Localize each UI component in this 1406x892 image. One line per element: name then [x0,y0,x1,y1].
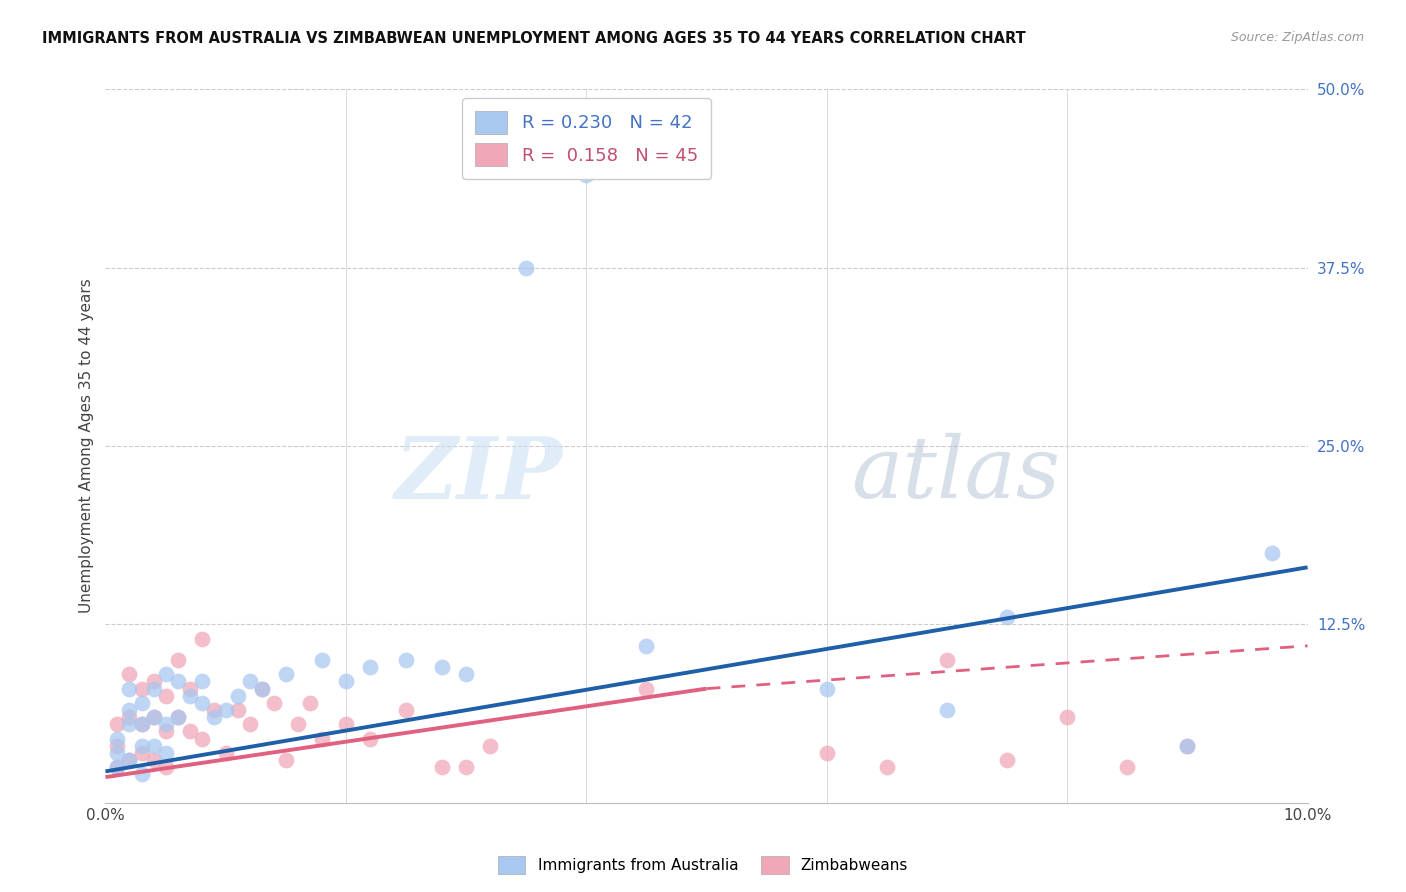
Point [454,760,477,774]
Point [118,667,141,681]
Point [118,753,141,767]
Point [155,760,177,774]
Point [202,703,225,717]
Point [214,703,236,717]
Point [142,681,165,696]
Point [202,710,225,724]
Point [936,703,959,717]
Point [131,717,153,731]
Point [815,746,838,760]
Point [359,731,381,746]
Point [142,739,165,753]
Point [263,696,285,710]
Point [214,746,236,760]
Point [118,710,141,724]
Text: Source: ZipAtlas.com: Source: ZipAtlas.com [1230,31,1364,45]
Y-axis label: Unemployment Among Ages 35 to 44 years: Unemployment Among Ages 35 to 44 years [79,278,94,614]
Point [142,710,165,724]
Point [274,753,297,767]
Point [155,689,177,703]
Point [107,760,129,774]
Point [166,653,188,667]
Point [107,731,129,746]
Point [155,667,177,681]
Legend: R = 0.230   N = 42, R =  0.158   N = 45: R = 0.230 N = 42, R = 0.158 N = 45 [463,98,710,179]
Point [107,739,129,753]
Point [131,767,153,781]
Point [395,653,418,667]
Point [118,681,141,696]
Point [636,681,658,696]
Point [815,681,838,696]
Point [142,674,165,689]
Point [239,717,262,731]
Point [298,696,321,710]
Point [118,753,141,767]
Point [636,639,658,653]
Point [287,717,309,731]
Point [190,731,212,746]
Point [995,610,1018,624]
Point [118,717,141,731]
Point [155,724,177,739]
Point [155,717,177,731]
Point [359,660,381,674]
Text: atlas: atlas [851,434,1060,516]
Point [515,260,537,275]
Point [131,696,153,710]
Point [226,689,249,703]
Point [131,681,153,696]
Point [190,674,212,689]
Point [166,674,188,689]
Point [1175,739,1198,753]
Point [430,760,453,774]
Point [118,703,141,717]
Point [395,703,418,717]
Point [995,753,1018,767]
Point [250,681,273,696]
Point [1116,760,1139,774]
Point [155,746,177,760]
Point [250,681,273,696]
Point [335,674,357,689]
Point [166,710,188,724]
Point [179,724,201,739]
Point [1056,710,1078,724]
Point [274,667,297,681]
Point [876,760,898,774]
Point [226,703,249,717]
Point [311,731,333,746]
Point [190,696,212,710]
Point [1175,739,1198,753]
Text: ZIP: ZIP [395,433,562,516]
Point [1260,546,1282,560]
Point [131,717,153,731]
Point [142,753,165,767]
Point [142,710,165,724]
Point [430,660,453,674]
Point [311,653,333,667]
Point [107,746,129,760]
Point [190,632,212,646]
Point [166,710,188,724]
Point [936,653,959,667]
Point [335,717,357,731]
Point [179,689,201,703]
Point [454,667,477,681]
Point [131,746,153,760]
Point [107,717,129,731]
Legend: Immigrants from Australia, Zimbabweans: Immigrants from Australia, Zimbabweans [492,850,914,880]
Point [239,674,262,689]
Point [575,168,598,182]
Point [479,739,502,753]
Text: IMMIGRANTS FROM AUSTRALIA VS ZIMBABWEAN UNEMPLOYMENT AMONG AGES 35 TO 44 YEARS C: IMMIGRANTS FROM AUSTRALIA VS ZIMBABWEAN … [42,31,1026,46]
Point [179,681,201,696]
Point [131,739,153,753]
Point [107,760,129,774]
